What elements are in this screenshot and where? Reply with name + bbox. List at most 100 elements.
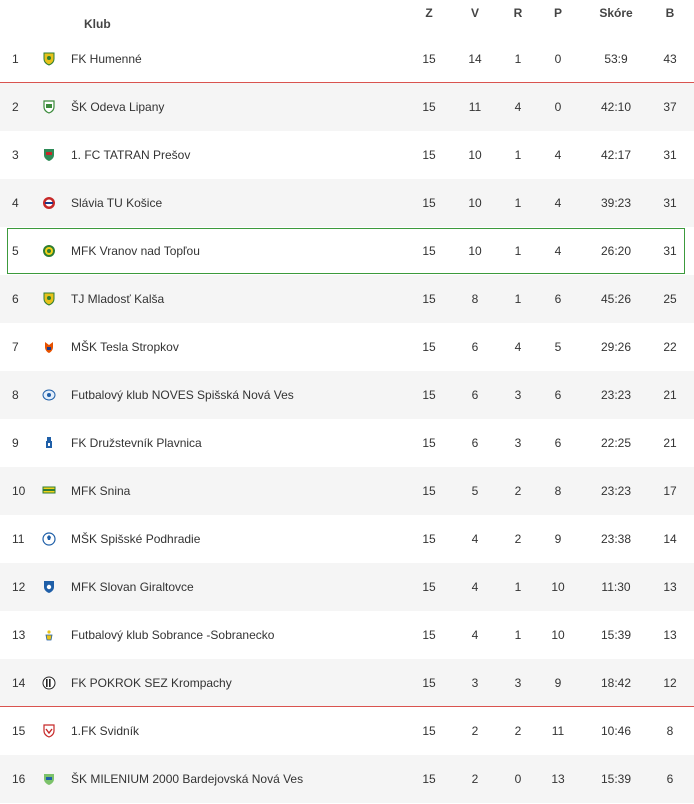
rank-cell: 4 [12,196,19,210]
club-name-link[interactable]: MFK Snina [71,484,131,498]
points-cell: 8 [666,724,674,738]
wins-cell: 8 [471,292,479,306]
played-cell: 15 [422,292,436,306]
losses-cell: 0 [554,100,562,114]
score-cell: 42:17 [600,148,632,162]
rank-cell: 11 [12,532,25,546]
score-cell: 29:26 [600,340,632,354]
draws-cell: 3 [514,436,522,450]
header-score[interactable]: Skóre [599,6,633,20]
played-cell: 15 [422,675,436,690]
club-name-link[interactable]: FK Družstevník Plavnica [71,436,202,450]
score-cell: 26:20 [600,244,632,258]
played-cell: 15 [422,484,436,498]
highlighted-row-border [7,228,685,274]
header-losses[interactable]: P [553,6,562,20]
table-row[interactable]: 13 Futbalový klub Sobrance -Sobranecko 15 4… [0,611,694,659]
club-name-link[interactable]: 1.FK Svidník [71,724,140,738]
header-points[interactable]: B [665,6,675,20]
points-cell: 31 [663,196,677,210]
played-cell: 15 [422,436,436,450]
played-cell: 15 [422,100,436,114]
score-cell: 39:23 [600,196,632,210]
header-played[interactable]: Z [425,6,433,20]
losses-cell: 13 [551,772,565,786]
score-cell: 11:30 [601,580,631,594]
club-crest-icon [40,323,58,371]
table-row[interactable]: 7 MŠK Tesla Stropkov 15 6 4 5 29:26 22 [0,323,694,371]
points-cell: 31 [663,244,677,258]
club-name-link[interactable]: MŠK Spišské Podhradie [71,532,201,546]
rank-cell: 13 [12,628,26,642]
table-row[interactable]: 4 Slávia TU Košice 15 10 1 4 39:23 31 [0,179,694,227]
wins-cell: 6 [471,436,479,450]
table-row[interactable]: 8 Futbalový klub NOVES Spišská Nová Ves 15… [0,371,694,419]
points-cell: 14 [663,532,677,546]
rank-cell: 3 [12,148,19,162]
club-name-link[interactable]: FK POKROK SEZ Krompachy [71,675,232,690]
club-crest-icon [40,131,58,179]
table-row[interactable]: 16 ŠK MILENIUM 2000 Bardejovská Nová Ves 1… [0,755,694,803]
draws-cell: 1 [514,580,522,594]
losses-cell: 6 [554,436,562,450]
table-row[interactable]: 15 1.FK Svidník 15 2 2 11 10:46 8 [0,707,694,755]
losses-cell: 9 [554,675,562,690]
club-name-link[interactable]: ŠK Odeva Lipany [71,100,165,114]
club-name-link[interactable]: Slávia TU Košice [71,196,163,210]
table-row[interactable]: 5 MFK Vranov nad Topľou 15 10 1 4 26:20 31 [0,227,694,275]
club-name-link[interactable]: ŠK MILENIUM 2000 Bardejovská Nová Ves [71,772,304,786]
rank-cell: 16 [12,772,26,786]
draws-cell: 1 [514,148,522,162]
wins-cell: 14 [468,51,482,66]
table-row[interactable]: 11 MŠK Spišské Podhradie 15 4 2 9 23:38 14 [0,515,694,563]
draws-cell: 2 [514,484,522,498]
score-cell: 10:46 [600,724,632,738]
header-wins[interactable]: V [470,6,479,20]
played-cell: 15 [422,148,436,162]
score-cell: 23:23 [600,388,632,402]
points-cell: 17 [663,484,677,498]
rank-cell: 15 [12,724,26,738]
club-name-link[interactable]: MŠK Tesla Stropkov [71,340,179,354]
club-name-link[interactable]: MFK Vranov nad Topľou [71,244,200,258]
draws-cell: 4 [514,340,522,354]
wins-cell: 6 [471,388,479,402]
wins-cell: 4 [471,628,479,642]
played-cell: 15 [422,51,436,66]
wins-cell: 11 [468,100,482,114]
wins-cell: 2 [471,724,479,738]
points-cell: 37 [663,100,677,114]
table-row[interactable]: 12 MFK Slovan Giraltovce 15 4 1 10 11:30 13 [0,563,694,611]
draws-cell: 2 [514,724,522,738]
table-row[interactable]: 3 1. FC TATRAN Prešov 15 10 1 4 42:17 31 [0,131,694,179]
score-cell: 53:9 [604,51,628,66]
points-cell: 21 [663,388,677,402]
club-crest-icon [40,419,58,467]
club-name-link[interactable]: Futbalový klub Sobrance -Sobranecko [71,628,275,642]
club-name-link[interactable]: 1. FC TATRAN Prešov [71,148,191,162]
draws-cell: 1 [514,244,522,258]
table-row[interactable]: 10 MFK Snina 15 5 2 8 23:23 17 [0,467,694,515]
points-cell: 31 [663,148,677,162]
draws-cell: 1 [514,196,522,210]
points-cell: 13 [663,628,677,642]
club-name-link[interactable]: MFK Slovan Giraltovce [71,580,194,594]
table-header: Klub Z V R P Skóre B [0,0,694,35]
table-row[interactable]: 2 ŠK Odeva Lipany 15 11 4 0 42:10 37 [0,83,694,131]
club-name-link[interactable]: FK Humenné [71,51,142,66]
table-row[interactable]: 14 FK POKROK SEZ Krompachy 15 3 3 9 18:42 12 [0,659,694,707]
wins-cell: 6 [471,340,479,354]
table-row[interactable]: 1 FK Humenné 15 14 1 0 53:9 43 [0,35,694,83]
score-cell: 45:26 [600,292,632,306]
club-name-link[interactable]: Futbalový klub NOVES Spišská Nová Ves [71,388,294,402]
header-draws[interactable]: R [513,6,523,20]
rank-cell: 9 [12,436,19,450]
table-row[interactable]: 9 FK Družstevník Plavnica 15 6 3 6 22:25 21 [0,419,694,467]
header-club[interactable]: Klub [84,16,111,31]
losses-cell: 5 [554,340,562,354]
club-name-link[interactable]: TJ Mladosť Kalša [71,292,165,306]
wins-cell: 4 [471,532,479,546]
draws-cell: 1 [514,292,522,306]
table-row[interactable]: 6 TJ Mladosť Kalša 15 8 1 6 45:26 25 [0,275,694,323]
